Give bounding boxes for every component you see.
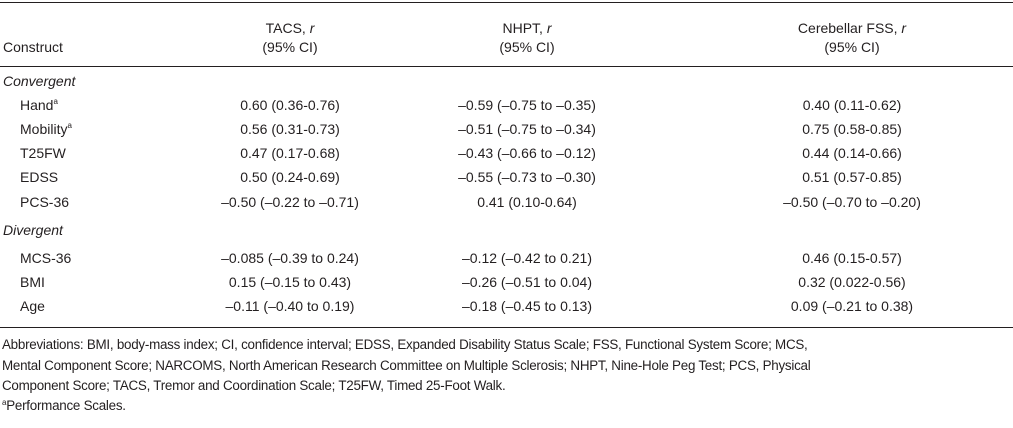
- cell-nhpt: –0.26 (–0.51 to 0.04): [462, 274, 592, 290]
- cell-tacs: 0.50 (0.24-0.69): [240, 169, 340, 185]
- header-rule: [0, 66, 1013, 67]
- cell-nhpt: 0.41 (0.10-0.64): [477, 194, 577, 210]
- header-tacs: TACS, r (95% CI): [140, 19, 440, 57]
- header-title: Cerebellar FSS,: [797, 20, 902, 36]
- table-row: PCS-36 –0.50 (–0.22 to –0.71) 0.41 (0.10-0…: [0, 192, 1013, 212]
- cell-cerebellar-fss: 0.51 (0.57-0.85): [802, 169, 902, 185]
- header-title: TACS,: [265, 20, 310, 36]
- cell-nhpt: –0.59 (–0.75 to –0.35): [458, 97, 596, 113]
- table-row: EDSS 0.50 (0.24-0.69) –0.55 (–0.73 to –0.3…: [0, 167, 1013, 187]
- construct-name: Hand: [20, 97, 54, 113]
- construct-name: BMI: [20, 274, 45, 290]
- header-cerebellar-fss: Cerebellar FSS, r (95% CI): [702, 19, 1002, 57]
- cell-cerebellar-fss: 0.46 (0.15-0.57): [802, 250, 902, 266]
- footnote-abbreviations-line: Abbreviations: BMI, body-mass index; CI,…: [2, 337, 808, 352]
- construct-label: Mobilitya: [20, 119, 72, 139]
- cell-cerebellar-fss: 0.40 (0.11-0.62): [802, 97, 902, 113]
- cell-cerebellar-fss: 0.44 (0.14-0.66): [802, 145, 902, 161]
- construct-label: T25FW: [20, 143, 66, 163]
- cell-cerebellar-fss: –0.50 (–0.70 to –0.20): [783, 194, 921, 210]
- cell-nhpt: –0.55 (–0.73 to –0.30): [458, 169, 596, 185]
- construct-label: BMI: [20, 272, 45, 292]
- cell-nhpt: –0.12 (–0.42 to 0.21): [462, 250, 592, 266]
- cell-cerebellar-fss: 0.32 (0.022-0.56): [798, 274, 906, 290]
- footnote-a-text: Performance Scales.: [6, 398, 126, 413]
- cell-nhpt: –0.43 (–0.66 to –0.12): [458, 145, 596, 161]
- construct-name: EDSS: [20, 169, 59, 185]
- footnote-mark: a: [2, 398, 7, 407]
- footnote-abbreviations-line: Component Score; TACS, Tremor and Coordi…: [2, 378, 506, 393]
- table-row: BMI 0.15 (–0.15 to 0.43) –0.26 (–0.51 to 0…: [0, 272, 1013, 292]
- header-ci: (95% CI): [499, 39, 555, 55]
- cell-cerebellar-fss: 0.09 (–0.21 to 0.38): [790, 298, 914, 314]
- header-ci: (95% CI): [262, 39, 318, 55]
- table-row: Handa 0.60 (0.36-0.76) –0.59 (–0.75 to –0.…: [0, 95, 1013, 115]
- construct-name: MCS-36: [20, 250, 72, 266]
- cell-nhpt: –0.51 (–0.75 to –0.34): [458, 121, 596, 137]
- table-row: MCS-36 –0.085 (–0.39 to 0.24) –0.12 (–0.42…: [0, 248, 1013, 268]
- construct-label: PCS-36: [20, 192, 69, 212]
- header-stat: r: [309, 20, 315, 36]
- cell-tacs: 0.47 (0.17-0.68): [240, 145, 340, 161]
- header-stat: r: [901, 20, 907, 36]
- footnote-mark: a: [53, 97, 58, 106]
- header-ci: (95% CI): [824, 39, 880, 55]
- header-construct: Construct: [3, 39, 63, 55]
- construct-label: Age: [20, 296, 45, 316]
- table-row: Mobilitya 0.56 (0.31-0.73) –0.51 (–0.75 to…: [0, 119, 1013, 139]
- cell-tacs: 0.56 (0.31-0.73): [240, 121, 340, 137]
- table-row: T25FW 0.47 (0.17-0.68) –0.43 (–0.66 to –0.…: [0, 143, 1013, 163]
- cell-tacs: –0.11 (–0.40 to 0.19): [225, 298, 355, 314]
- header-stat: r: [546, 20, 552, 36]
- cell-tacs: 0.60 (0.36-0.76): [240, 97, 340, 113]
- footnote-abbreviations-line: Mental Component Score; NARCOMS, North A…: [2, 358, 811, 373]
- table-row: Age –0.11 (–0.40 to 0.19) –0.18 (–0.45 to …: [0, 296, 1013, 316]
- construct-name: Age: [20, 298, 45, 314]
- construct-label: EDSS: [20, 167, 58, 187]
- cell-nhpt: –0.18 (–0.45 to 0.13): [462, 298, 592, 314]
- section-label: Divergent: [3, 222, 63, 238]
- construct-name: PCS-36: [20, 194, 70, 210]
- construct-name: T25FW: [20, 145, 66, 161]
- footnote-mark: a: [67, 121, 72, 130]
- cell-tacs: –0.085 (–0.39 to 0.24): [221, 250, 359, 266]
- construct-label: Handa: [20, 95, 58, 115]
- header-nhpt: NHPT, r (95% CI): [377, 19, 677, 57]
- section-heading: Divergent: [0, 220, 1013, 240]
- cell-tacs: –0.50 (–0.22 to –0.71): [221, 194, 359, 210]
- footnote-a: aPerformance Scales.: [2, 396, 126, 416]
- section-heading: Convergent: [0, 71, 1013, 91]
- section-label: Convergent: [3, 73, 76, 89]
- bottom-rule: [0, 327, 1013, 328]
- header-title: NHPT,: [502, 20, 547, 36]
- construct-name: Mobility: [20, 121, 68, 137]
- construct-label: MCS-36: [20, 248, 71, 268]
- top-rule: [0, 2, 1013, 3]
- cell-cerebellar-fss: 0.75 (0.58-0.85): [802, 121, 902, 137]
- cell-tacs: 0.15 (–0.15 to 0.43): [228, 274, 352, 290]
